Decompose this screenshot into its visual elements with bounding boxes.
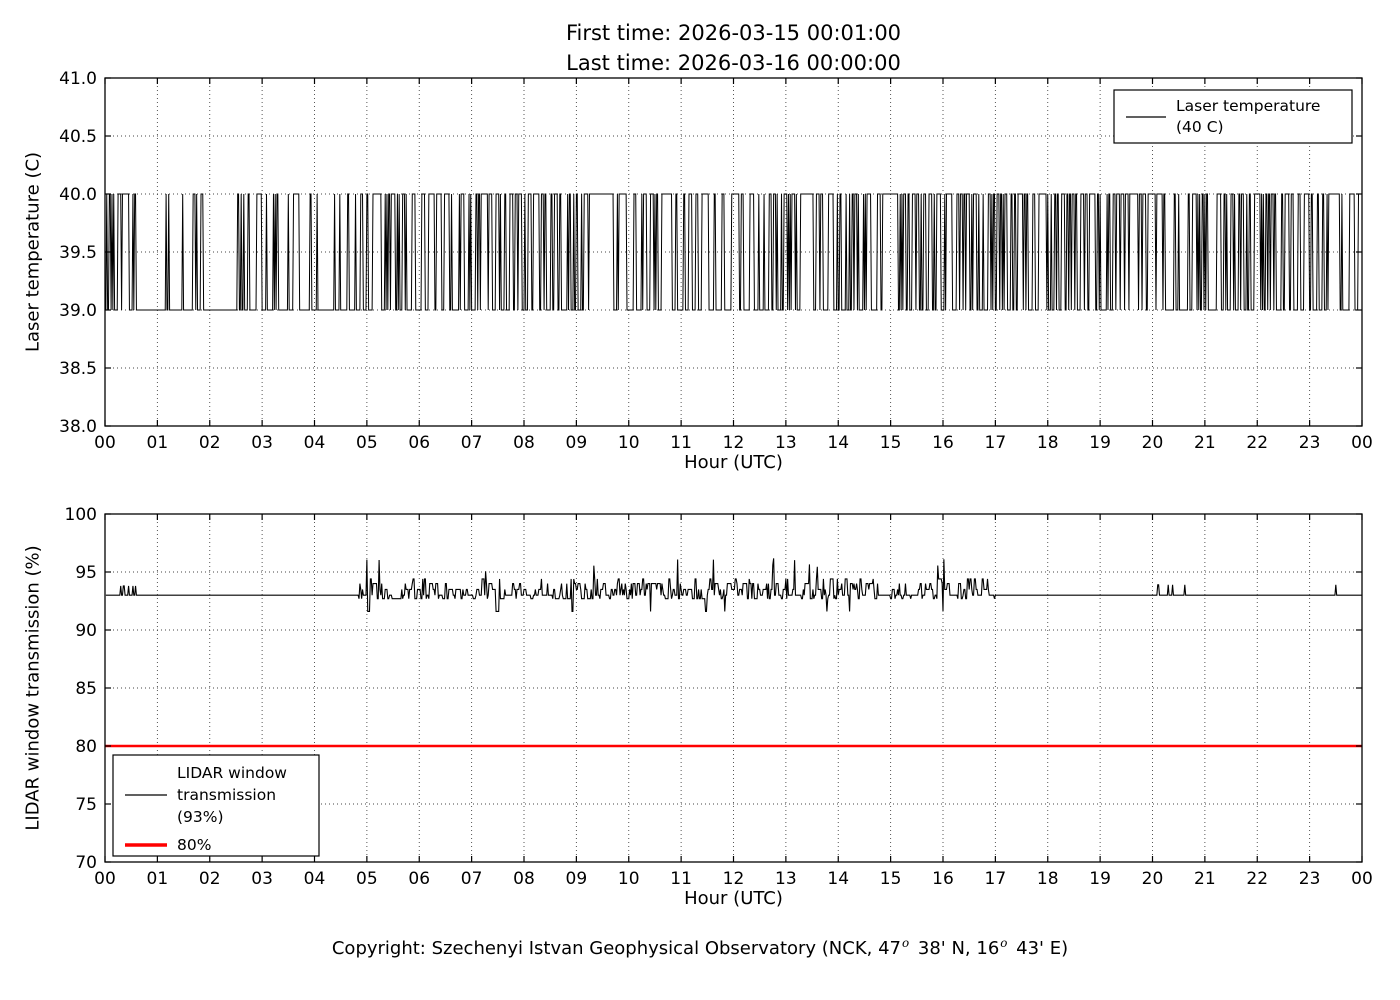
degree-symbol-lat: o bbox=[902, 936, 910, 950]
tick-label: 95 bbox=[75, 563, 97, 583]
tick-label: 40.0 bbox=[59, 185, 97, 205]
tick-label: 16 bbox=[932, 433, 954, 453]
tick-label: 16 bbox=[932, 869, 954, 889]
tick-label: 05 bbox=[356, 433, 378, 453]
tick-label: 22 bbox=[1246, 869, 1268, 889]
copyright-text-1: Copyright: Szechenyi Istvan Geophysical … bbox=[331, 938, 901, 959]
copyright-text-2: 38' N, 16 bbox=[912, 938, 1000, 959]
tick-label: 21 bbox=[1194, 869, 1216, 889]
tick-label: 09 bbox=[566, 869, 588, 889]
top-x-axis-label: Hour (UTC) bbox=[684, 452, 783, 473]
tick-label: 06 bbox=[408, 433, 430, 453]
tick-label: transmission bbox=[177, 786, 276, 804]
tick-label: 17 bbox=[985, 433, 1007, 453]
tick-label: 00 bbox=[94, 869, 116, 889]
tick-label: 02 bbox=[199, 869, 221, 889]
tick-label: 02 bbox=[199, 433, 221, 453]
title-last-time: Last time: 2026-03-16 00:00:00 bbox=[566, 51, 901, 75]
title-first-time: First time: 2026-03-15 00:01:00 bbox=[565, 21, 902, 45]
tick-label: (93%) bbox=[177, 808, 224, 826]
tick-label: 38.0 bbox=[59, 417, 97, 437]
tick-label: 15 bbox=[880, 869, 902, 889]
tick-label: 08 bbox=[513, 433, 535, 453]
tick-label: 38.5 bbox=[59, 359, 97, 379]
tick-label: 85 bbox=[75, 679, 97, 699]
tick-label: 19 bbox=[1089, 869, 1111, 889]
tick-label: 15 bbox=[880, 433, 902, 453]
tick-label: 80 bbox=[75, 737, 97, 757]
tick-label: 13 bbox=[775, 869, 797, 889]
tick-label: 100 bbox=[65, 505, 97, 525]
transmission-axes: 00 01 02 03 04 05 06 07 08 09 10 11 12 13 14 15 16 17 18 19… bbox=[65, 505, 1373, 889]
axis-ticks: 00 01 02 03 04 05 06 07 08 09 10 11 12 13 14 15 16 17 18 19… bbox=[65, 505, 1373, 889]
tick-label: 14 bbox=[827, 433, 849, 453]
tick-label: 90 bbox=[75, 621, 97, 641]
tick-label: 12 bbox=[723, 869, 745, 889]
series-laser-temperature bbox=[105, 193, 1362, 311]
copyright-text-3: 43' E) bbox=[1010, 938, 1069, 959]
tick-label: 01 bbox=[147, 869, 169, 889]
degree-symbol-lon: o bbox=[1000, 936, 1008, 950]
tick-label: 01 bbox=[147, 433, 169, 453]
tick-label: 70 bbox=[75, 853, 97, 873]
tick-label: 04 bbox=[304, 433, 326, 453]
tick-label: 00 bbox=[1351, 869, 1373, 889]
tick-label: 11 bbox=[670, 433, 692, 453]
tick-label: 18 bbox=[1037, 869, 1059, 889]
tick-label: 09 bbox=[566, 433, 588, 453]
tick-label: 10 bbox=[618, 433, 640, 453]
copyright-line: Copyright: Szechenyi Istvan Geophysical … bbox=[0, 936, 1400, 959]
tick-label: 03 bbox=[251, 433, 273, 453]
tick-label: 07 bbox=[461, 869, 483, 889]
tick-label: (40 C) bbox=[1176, 118, 1224, 136]
tick-label: 22 bbox=[1246, 433, 1268, 453]
tick-label: 80% bbox=[177, 836, 211, 854]
tick-label: 05 bbox=[356, 869, 378, 889]
tick-label: 39.0 bbox=[59, 301, 97, 321]
tick-label: 12 bbox=[723, 433, 745, 453]
tick-label: 14 bbox=[827, 869, 849, 889]
tick-label: 23 bbox=[1299, 869, 1321, 889]
series-transmission bbox=[105, 558, 1362, 612]
tick-label: 21 bbox=[1194, 433, 1216, 453]
tick-label: 75 bbox=[75, 795, 97, 815]
tick-label: 20 bbox=[1142, 433, 1164, 453]
tick-label: 06 bbox=[408, 869, 430, 889]
tick-label: 10 bbox=[618, 869, 640, 889]
tick-label: LIDAR window bbox=[177, 764, 287, 782]
legend: LIDAR window transmission (93%) 80% bbox=[112, 754, 320, 857]
tick-label: 18 bbox=[1037, 433, 1059, 453]
tick-label: 23 bbox=[1299, 433, 1321, 453]
legend: Laser temperature (40 C) bbox=[1113, 89, 1353, 144]
tick-label: 00 bbox=[1351, 433, 1373, 453]
tick-label: 17 bbox=[985, 869, 1007, 889]
tick-label: 04 bbox=[304, 869, 326, 889]
tick-label: 08 bbox=[513, 869, 535, 889]
tick-label: 20 bbox=[1142, 869, 1164, 889]
tick-label: 19 bbox=[1089, 433, 1111, 453]
tick-label: 13 bbox=[775, 433, 797, 453]
tick-label: Laser temperature bbox=[1176, 97, 1320, 115]
tick-label: 41.0 bbox=[59, 69, 97, 89]
tick-label: 07 bbox=[461, 433, 483, 453]
tick-label: 03 bbox=[251, 869, 273, 889]
tick-label: 39.5 bbox=[59, 243, 97, 263]
tick-label: 40.5 bbox=[59, 127, 97, 147]
axis-ticks: 00 01 02 03 04 05 06 07 08 09 10 11 12 13 14 15 16 17 18 19… bbox=[59, 69, 1373, 453]
tick-label: 11 bbox=[670, 869, 692, 889]
tick-label: 00 bbox=[94, 433, 116, 453]
figure-title: First time: 2026-03-15 00:01:00 Last tim… bbox=[105, 18, 1362, 78]
laser-temperature-axes: 00 01 02 03 04 05 06 07 08 09 10 11 12 13 14 15 16 17 18 19… bbox=[59, 69, 1373, 453]
bottom-x-axis-label: Hour (UTC) bbox=[684, 888, 783, 909]
